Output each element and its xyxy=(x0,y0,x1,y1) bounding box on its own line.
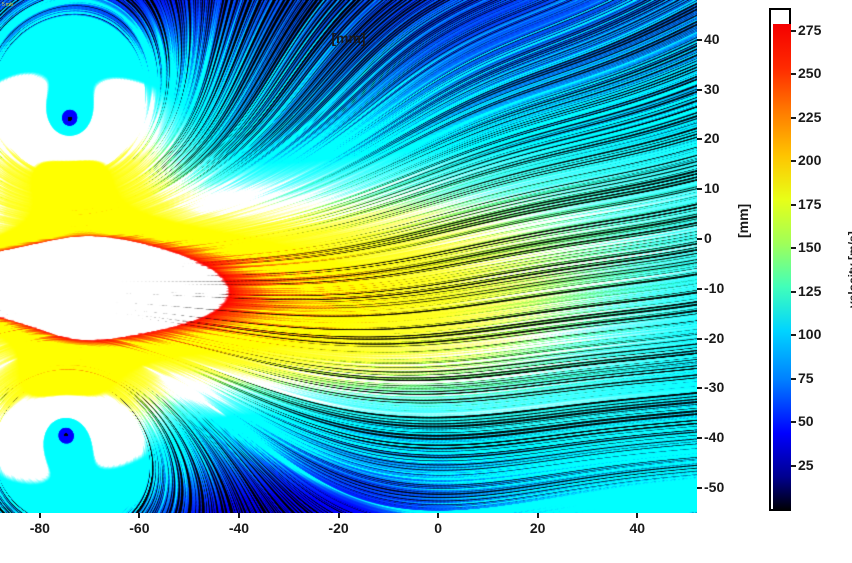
x-axis-tick-label: 40 xyxy=(629,520,646,536)
y-axis-tick-mark xyxy=(697,387,702,390)
x-axis-tick-label: 0 xyxy=(434,520,443,536)
colorbar-tick-mark xyxy=(791,290,796,293)
y-axis-tick-label: 30 xyxy=(704,80,720,97)
x-axis-tick-label: -40 xyxy=(228,520,250,536)
y-axis-tick-mark xyxy=(697,188,702,191)
x-axis-tick-mark xyxy=(337,513,340,518)
colorbar-tick-label: 200 xyxy=(798,152,822,169)
y-axis-tick-mark xyxy=(697,38,702,41)
colorbar-tick-mark xyxy=(791,203,796,206)
y-axis-tick-label: -20 xyxy=(704,329,725,346)
y-axis-tick-label: 10 xyxy=(704,180,720,197)
colorbar-tick-label: 125 xyxy=(798,282,822,299)
y-axis-tick-label: 40 xyxy=(704,30,720,47)
y-axis-tick-mark xyxy=(697,138,702,141)
colorbar-tick-label: 50 xyxy=(798,413,814,430)
colorbar-tick-mark xyxy=(791,160,796,163)
colorbar-tick-label: 275 xyxy=(798,21,822,38)
y-axis-tick-mark xyxy=(697,287,702,290)
colorbar-tick-label: 150 xyxy=(798,239,822,256)
colorbar-tick-mark xyxy=(791,334,796,337)
y-axis-tick-label: -40 xyxy=(704,429,725,446)
y-axis-tick-label: -30 xyxy=(704,379,725,396)
colorbar-tick-label: 175 xyxy=(798,195,822,212)
y-axis-tick-mark xyxy=(697,337,702,340)
colorbar-tick-label: 100 xyxy=(798,326,822,343)
colorbar-tick-label: 25 xyxy=(798,456,814,473)
x-axis-tick-label: 20 xyxy=(529,520,546,536)
colorbar-label: velocity [m/s] xyxy=(846,231,852,308)
y-axis-tick-label: -50 xyxy=(704,479,725,496)
x-axis-label: [mm] xyxy=(331,30,366,46)
colorbar-tick-label: 75 xyxy=(798,369,814,386)
colorbar-tick-mark xyxy=(791,73,796,76)
colorbar-tick-mark xyxy=(791,421,796,424)
streamline-field-canvas xyxy=(0,0,697,513)
colorbar-tick-label: 250 xyxy=(798,65,822,82)
x-axis: -80 -60 -40 -20 0 20 40 xyxy=(0,513,697,563)
y-axis-tick-label: -10 xyxy=(704,279,725,296)
y-axis-tick-label: 0 xyxy=(704,230,712,247)
colorbar-tick-label: 225 xyxy=(798,108,822,125)
colorbar-tick-mark xyxy=(791,464,796,467)
colorbar-frame xyxy=(769,8,791,511)
streamline-plot-area: 5 m/s xyxy=(0,0,697,513)
y-axis-label: [mm] xyxy=(735,203,751,238)
y-axis-tick-mark xyxy=(697,487,702,490)
x-axis-tick-label: -20 xyxy=(328,520,349,536)
colorbar-tick-mark xyxy=(791,247,796,250)
colorbar-gradient xyxy=(773,24,791,511)
y-axis-tick-mark xyxy=(697,437,702,440)
x-axis-tick-label: -60 xyxy=(129,520,150,536)
colorbar-tick-mark xyxy=(791,116,796,119)
x-axis-tick-mark xyxy=(437,513,440,518)
x-axis-tick-mark xyxy=(237,513,240,518)
x-axis-tick-mark xyxy=(536,513,539,518)
colorbar-tick-mark xyxy=(791,377,796,380)
y-axis: 40 30 20 10 0 -10 -20 -30 -40 -50 xyxy=(697,0,747,513)
y-axis-tick-label: 20 xyxy=(704,130,720,147)
x-axis-tick-label: -80 xyxy=(29,520,50,536)
x-axis-tick-mark xyxy=(636,513,639,518)
y-axis-tick-mark xyxy=(697,88,702,91)
x-axis-tick-mark xyxy=(138,513,141,518)
x-axis-tick-mark xyxy=(38,513,41,518)
colorbar-tick-mark xyxy=(791,29,796,32)
colorbar: velocity [m/s] 275 250 225 200 175 150 125 100 7… xyxy=(769,8,852,513)
reference-vector-annotation: 5 m/s xyxy=(2,2,14,8)
y-axis-tick-mark xyxy=(697,238,702,241)
